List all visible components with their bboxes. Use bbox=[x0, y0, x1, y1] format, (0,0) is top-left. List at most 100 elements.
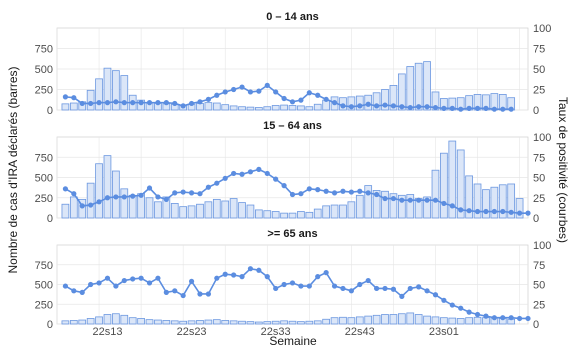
bar bbox=[120, 314, 129, 325]
positivity-point bbox=[441, 297, 447, 303]
x-tick-labels: 22s13 22s23 22s33 22s43 23s01 bbox=[92, 326, 458, 338]
positivity-point bbox=[197, 99, 203, 105]
x-axis-title: Semaine bbox=[269, 334, 317, 348]
positivity-point bbox=[130, 193, 136, 199]
bar bbox=[347, 317, 356, 325]
bar bbox=[330, 204, 339, 219]
bar bbox=[78, 319, 87, 325]
positivity-point bbox=[273, 285, 279, 292]
bar bbox=[69, 102, 78, 111]
positivity-point bbox=[289, 99, 296, 105]
positivity-point bbox=[264, 170, 270, 177]
positivity-point bbox=[96, 199, 102, 205]
bar bbox=[364, 185, 373, 219]
bar bbox=[322, 318, 330, 325]
y-left-tick-label: 500 bbox=[35, 173, 53, 185]
bar bbox=[229, 320, 238, 325]
bar bbox=[196, 103, 204, 111]
positivity-point bbox=[374, 191, 380, 198]
positivity-point bbox=[323, 270, 329, 276]
bar bbox=[355, 95, 364, 111]
positivity-point bbox=[374, 285, 380, 292]
positivity-point bbox=[88, 100, 94, 107]
positivity-point bbox=[121, 277, 127, 284]
y-axis-left-title: Nombre de cas d'IRA déclarés (barres) bbox=[6, 66, 20, 273]
y-left-tick-label: 500 bbox=[35, 280, 53, 292]
bar bbox=[515, 198, 524, 219]
y-right-tick-label: 0 bbox=[533, 213, 539, 225]
positivity-point bbox=[483, 105, 489, 111]
positivity-point bbox=[500, 208, 506, 215]
positivity-point bbox=[500, 315, 506, 321]
bar bbox=[414, 314, 423, 325]
y-left-tick-label: 250 bbox=[35, 193, 53, 205]
panel-2: 0 250 500 750 0 25 50 75 100 15 – 64 ans bbox=[35, 120, 552, 225]
panel-title: >= 65 ans bbox=[267, 228, 317, 240]
bar bbox=[196, 320, 204, 325]
positivity-point bbox=[214, 275, 220, 281]
positivity-point bbox=[416, 197, 422, 203]
positivity-point bbox=[104, 100, 111, 106]
positivity-point bbox=[138, 192, 144, 198]
bar bbox=[305, 320, 314, 325]
positivity-point bbox=[62, 94, 69, 100]
positivity-point bbox=[382, 285, 388, 292]
positivity-point bbox=[197, 191, 203, 197]
bar bbox=[355, 316, 364, 325]
bar bbox=[246, 321, 255, 325]
positivity-point bbox=[172, 190, 178, 196]
x-tick-label: 22s23 bbox=[177, 326, 207, 338]
positivity-point bbox=[441, 200, 447, 207]
positivity-point bbox=[180, 189, 186, 195]
positivity-point bbox=[416, 284, 422, 290]
positivity-point bbox=[458, 305, 464, 311]
positivity-point bbox=[315, 274, 321, 280]
bar bbox=[61, 320, 70, 325]
positivity-point bbox=[205, 184, 211, 190]
bar bbox=[473, 183, 482, 219]
positivity-point bbox=[466, 309, 472, 315]
positivity-point bbox=[79, 289, 85, 295]
bar bbox=[397, 194, 406, 219]
bar bbox=[78, 198, 87, 219]
positivity-point bbox=[416, 104, 422, 110]
bar bbox=[313, 320, 322, 325]
bar bbox=[120, 188, 129, 219]
y-left-tick-label: 500 bbox=[35, 64, 53, 76]
positivity-point bbox=[390, 103, 397, 109]
panel-1: 0 250 500 750 0 25 50 75 100 0 – 14 ans bbox=[35, 11, 552, 117]
positivity-point bbox=[298, 191, 304, 197]
positivity-point bbox=[256, 88, 262, 94]
positivity-point bbox=[79, 100, 85, 107]
bar bbox=[145, 319, 154, 325]
bar bbox=[229, 105, 238, 111]
positivity-point bbox=[281, 281, 287, 288]
y-right-tick-label: 75 bbox=[533, 152, 545, 164]
bar bbox=[212, 319, 221, 325]
positivity-point bbox=[96, 280, 102, 286]
positivity-point bbox=[71, 191, 77, 197]
bar bbox=[482, 189, 490, 219]
bar bbox=[313, 103, 322, 111]
positivity-point bbox=[390, 195, 397, 202]
positivity-point bbox=[180, 292, 186, 299]
y-right-tick-label: 25 bbox=[533, 299, 545, 311]
positivity-point bbox=[432, 292, 439, 298]
positivity-point bbox=[516, 315, 523, 322]
bar bbox=[86, 182, 95, 219]
bar bbox=[221, 200, 230, 219]
bar bbox=[112, 70, 120, 111]
panel-3: 0 250 500 750 0 25 50 75 100 >= 65 ans bbox=[35, 228, 552, 331]
bar bbox=[473, 316, 482, 325]
positivity-point bbox=[188, 190, 195, 196]
positivity-point bbox=[315, 92, 321, 98]
positivity-point bbox=[214, 92, 220, 98]
positivity-point bbox=[357, 103, 363, 109]
bar bbox=[490, 186, 499, 219]
bar bbox=[238, 202, 246, 219]
positivity-point bbox=[449, 302, 455, 308]
positivity-point bbox=[163, 196, 169, 202]
positivity-point bbox=[239, 171, 245, 177]
positivity-point bbox=[188, 278, 195, 284]
